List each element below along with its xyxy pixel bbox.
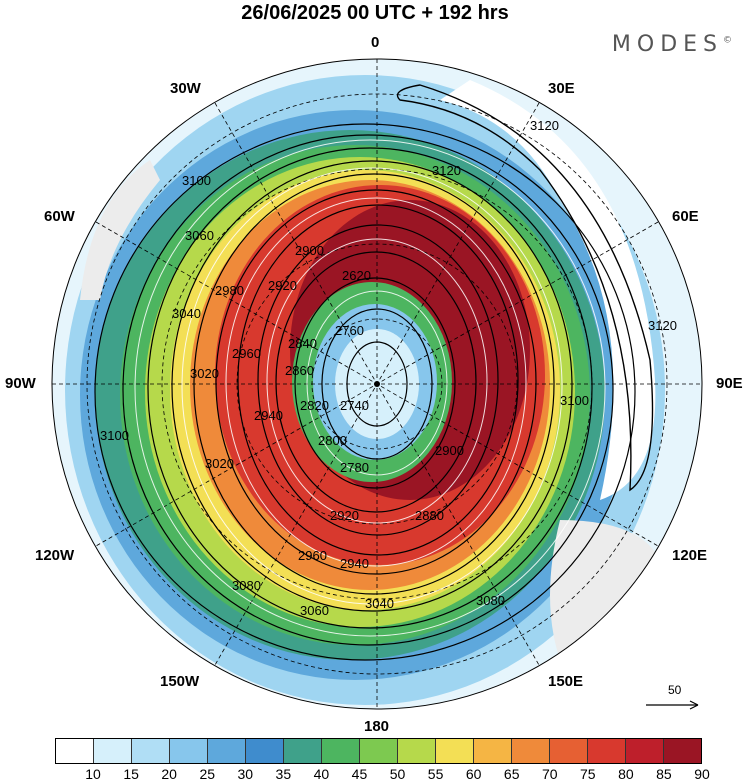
lon-label-0: 0: [371, 34, 380, 51]
colorbar-swatch: [170, 739, 208, 763]
colorbar-swatch: [626, 739, 664, 763]
contour-value-labels: 3120 3120 3120 3100 3100 3100 3080 3080 …: [100, 118, 677, 618]
colorbar-tick-label: 40: [313, 766, 330, 782]
contour-label: 3120: [648, 318, 677, 333]
lon-label-30e: 30E: [548, 80, 575, 97]
contour-label: 3100: [100, 428, 129, 443]
contour-label: 2760: [335, 323, 364, 338]
colorbar-swatch: [436, 739, 474, 763]
contour-label: 2900: [295, 243, 324, 258]
lon-label-90w: 90W: [5, 375, 36, 392]
colorbar-tick-label: 60: [465, 766, 482, 782]
contour-label: 3040: [365, 596, 394, 611]
colorbar-swatch: [208, 739, 246, 763]
brand-logo: MODES©: [612, 32, 732, 57]
contour-label: 3020: [205, 456, 234, 471]
contour-label: 2800: [318, 433, 347, 448]
contour-label: 3100: [560, 393, 589, 408]
colorbar: [55, 738, 702, 764]
contour-label: 2920: [268, 278, 297, 293]
reference-arrow: [646, 700, 699, 710]
colorbar-tick-label: 45: [351, 766, 368, 782]
colorbar-swatch: [512, 739, 550, 763]
colorbar-swatch: [94, 739, 132, 763]
contour-label: 2620: [342, 268, 371, 283]
copyright-mark: ©: [723, 35, 732, 46]
colorbar-tick-label: 75: [580, 766, 596, 782]
contour-label: 3120: [432, 163, 461, 178]
contour-label: 2900: [435, 443, 464, 458]
contour-label: 3080: [476, 593, 505, 608]
contour-label: 3020: [190, 366, 219, 381]
contour-label: 2940: [340, 556, 369, 571]
lon-label-180: 180: [364, 718, 390, 735]
colorbar-swatch: [246, 739, 284, 763]
colorbar-swatch: [664, 739, 701, 763]
contour-label: 2960: [298, 548, 327, 563]
contour-label: 2920: [330, 508, 359, 523]
height-contours: [94, 84, 654, 661]
lon-label-120w: 120W: [35, 547, 75, 564]
contour-label: 2820: [300, 398, 329, 413]
contour-label: 2880: [415, 508, 444, 523]
pole-marker: [374, 381, 380, 387]
map-boundary: [51, 58, 703, 710]
contour-label: 2740: [340, 398, 369, 413]
colorbar-tick-label: 50: [389, 766, 406, 782]
colorbar-swatch: [474, 739, 512, 763]
colorbar-tick-label: 80: [618, 766, 634, 782]
contour-label: 2860: [285, 363, 314, 378]
contour-label: 3060: [185, 228, 214, 243]
colorbar-swatch: [398, 739, 436, 763]
colorbar-tick-label: 85: [656, 766, 672, 782]
colorbar-swatch: [284, 739, 322, 763]
lon-label-60w: 60W: [44, 208, 75, 225]
contour-label: 3100: [182, 173, 211, 188]
colorbar-tick-label: 25: [199, 766, 216, 782]
colorbar-tick-label: 30: [237, 766, 254, 782]
contour-label: 3080: [232, 578, 261, 593]
colorbar-tick-label: 20: [161, 766, 177, 782]
colorbar-swatch: [588, 739, 626, 763]
lon-label-60e: 60E: [672, 208, 699, 225]
contour-label: 2980: [215, 283, 244, 298]
contour-label: 2780: [340, 460, 369, 475]
colorbar-swatch: [322, 739, 360, 763]
map-title: 26/06/2025 00 UTC + 192 hrs: [241, 2, 509, 24]
wind-streamlines: [134, 139, 606, 637]
colorbar-tick-label: 15: [123, 766, 139, 782]
contour-label: 3040: [172, 306, 201, 321]
contour-label: 3060: [300, 603, 329, 618]
colorbar-tick-label: 55: [427, 766, 444, 782]
lon-label-150w: 150W: [160, 673, 200, 690]
contour-label: 3120: [530, 118, 559, 133]
colorbar-tick-label: 70: [541, 766, 558, 782]
colorbar-swatch: [360, 739, 398, 763]
reference-vector-label: 50: [668, 683, 682, 697]
colorbar-swatch: [132, 739, 170, 763]
colorbar-tick-label: 10: [85, 766, 101, 782]
colorbar-ticks: 10 15 20 25 30 35 40 45 50 55 60 65 70 75 80 85 90: [55, 766, 710, 782]
lon-label-150e: 150E: [548, 673, 584, 690]
lon-label-90e: 90E: [716, 375, 743, 392]
colorbar-swatch: [56, 739, 94, 763]
contour-label: 2960: [232, 346, 261, 361]
contour-label: 2940: [254, 408, 283, 423]
colorbar-tick-label: 35: [275, 766, 292, 782]
colorbar-tick-label: 90: [694, 766, 710, 782]
lon-label-30w: 30W: [170, 80, 201, 97]
brand-text: MODES: [611, 32, 723, 57]
colorbar-tick-label: 65: [503, 766, 520, 782]
lon-label-120e: 120E: [672, 547, 708, 564]
contour-label: 2840: [288, 336, 317, 351]
colorbar-swatch: [550, 739, 588, 763]
